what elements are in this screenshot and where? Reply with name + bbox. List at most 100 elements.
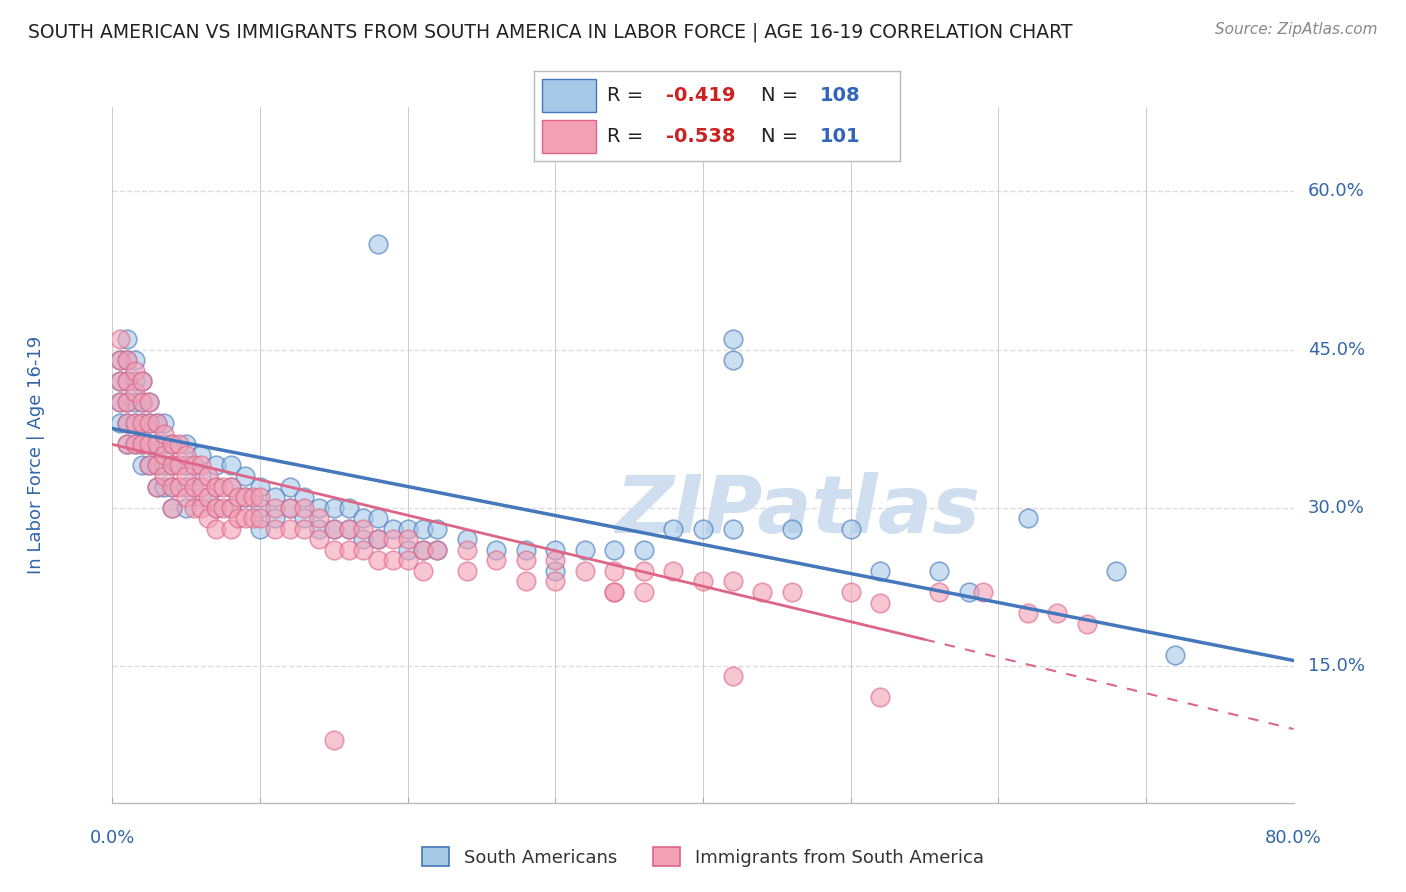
Point — [205, 500, 228, 515]
Point — [603, 564, 626, 578]
Point — [367, 237, 389, 252]
Point — [174, 448, 197, 462]
Point — [212, 500, 235, 515]
Point — [138, 437, 160, 451]
Point — [278, 500, 301, 515]
Text: 15.0%: 15.0% — [1308, 657, 1365, 674]
Point — [153, 458, 176, 473]
Point — [869, 564, 891, 578]
Point — [1017, 606, 1039, 620]
Point — [308, 522, 330, 536]
Point — [190, 479, 212, 493]
Point — [352, 511, 374, 525]
Point — [153, 426, 176, 441]
Point — [382, 522, 405, 536]
Point — [264, 511, 287, 525]
Point — [117, 353, 138, 368]
Point — [219, 479, 242, 493]
Point — [692, 522, 714, 536]
Point — [233, 490, 256, 504]
Point — [131, 395, 153, 409]
Point — [108, 374, 131, 388]
Point — [146, 479, 169, 493]
Point — [323, 500, 346, 515]
Point — [146, 437, 169, 451]
Point — [292, 500, 315, 515]
Point — [124, 353, 146, 368]
Point — [633, 564, 655, 578]
Text: 30.0%: 30.0% — [1308, 499, 1365, 516]
Point — [117, 395, 138, 409]
Point — [249, 500, 271, 515]
Point — [292, 522, 315, 536]
Text: 45.0%: 45.0% — [1308, 341, 1365, 359]
Point — [108, 395, 131, 409]
Point — [124, 437, 146, 451]
Point — [278, 479, 301, 493]
Point — [205, 479, 228, 493]
FancyBboxPatch shape — [541, 120, 596, 153]
Point — [323, 522, 346, 536]
Point — [160, 458, 183, 473]
Point — [153, 469, 176, 483]
Text: R =: R = — [607, 127, 650, 146]
Point — [928, 585, 950, 599]
Text: In Labor Force | Age 16-19: In Labor Force | Age 16-19 — [27, 335, 45, 574]
Point — [205, 479, 228, 493]
Point — [249, 511, 271, 525]
Point — [183, 500, 205, 515]
Point — [411, 542, 433, 557]
Point — [197, 490, 219, 504]
Point — [108, 332, 131, 346]
Point — [249, 522, 271, 536]
Point — [352, 522, 374, 536]
Point — [219, 500, 242, 515]
Point — [367, 533, 389, 547]
Point — [242, 511, 264, 525]
Text: N =: N = — [761, 127, 804, 146]
Point — [242, 490, 264, 504]
Point — [1076, 616, 1098, 631]
Point — [153, 417, 176, 431]
Point — [131, 437, 153, 451]
Point — [308, 533, 330, 547]
Point — [153, 479, 176, 493]
Point — [205, 522, 228, 536]
Point — [174, 437, 197, 451]
Point — [1046, 606, 1069, 620]
Point — [153, 448, 176, 462]
Point — [117, 353, 138, 368]
Point — [233, 511, 256, 525]
Point — [323, 732, 346, 747]
FancyBboxPatch shape — [541, 79, 596, 112]
Point — [146, 437, 169, 451]
Point — [146, 417, 169, 431]
Point — [264, 490, 287, 504]
Point — [233, 490, 256, 504]
Point — [108, 353, 131, 368]
Point — [426, 542, 449, 557]
Point — [278, 522, 301, 536]
Point — [544, 564, 567, 578]
Point — [249, 490, 271, 504]
Point — [226, 490, 249, 504]
Point — [396, 553, 419, 567]
Point — [131, 374, 153, 388]
Point — [117, 437, 138, 451]
Point — [426, 522, 449, 536]
Point — [603, 542, 626, 557]
Point — [219, 479, 242, 493]
Point — [138, 395, 160, 409]
Point — [153, 437, 176, 451]
Point — [411, 564, 433, 578]
Point — [574, 564, 596, 578]
Point — [367, 533, 389, 547]
Point — [367, 553, 389, 567]
Point — [426, 542, 449, 557]
Point — [574, 542, 596, 557]
Point — [190, 458, 212, 473]
Point — [190, 448, 212, 462]
Point — [138, 417, 160, 431]
Text: 60.0%: 60.0% — [1308, 182, 1364, 201]
Point — [485, 542, 508, 557]
